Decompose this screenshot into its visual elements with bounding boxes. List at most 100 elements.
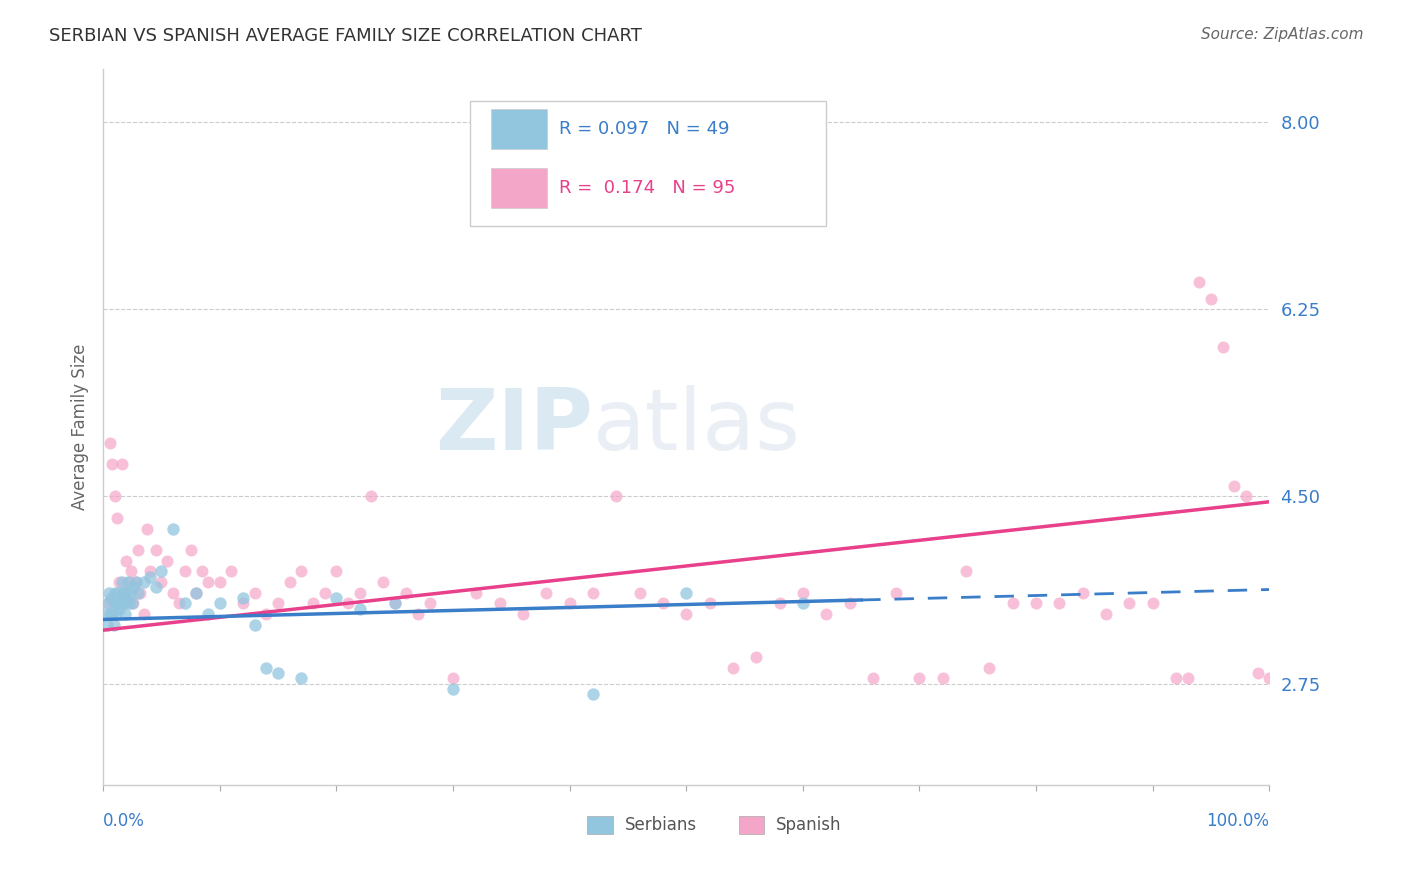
Point bbox=[97, 596, 120, 610]
Point bbox=[441, 681, 464, 696]
Point bbox=[979, 660, 1001, 674]
Point bbox=[441, 671, 464, 685]
Point bbox=[121, 596, 143, 610]
Point bbox=[675, 585, 697, 599]
FancyBboxPatch shape bbox=[471, 101, 827, 227]
Point bbox=[197, 574, 219, 589]
Point bbox=[139, 564, 162, 578]
Point bbox=[232, 596, 254, 610]
Point bbox=[267, 596, 290, 610]
Point bbox=[120, 564, 142, 578]
Point bbox=[162, 585, 184, 599]
Point bbox=[1118, 596, 1140, 610]
Point bbox=[125, 574, 148, 589]
Point bbox=[101, 607, 124, 621]
Point bbox=[1305, 671, 1327, 685]
Point bbox=[1142, 596, 1164, 610]
Point bbox=[115, 554, 138, 568]
Point bbox=[1270, 671, 1292, 685]
Point bbox=[1247, 665, 1270, 680]
Point bbox=[208, 574, 231, 589]
FancyBboxPatch shape bbox=[492, 169, 547, 208]
Point bbox=[1177, 671, 1199, 685]
Point bbox=[118, 574, 141, 589]
Point bbox=[1188, 276, 1211, 290]
Point bbox=[98, 436, 121, 450]
Point bbox=[197, 607, 219, 621]
Point bbox=[1199, 292, 1222, 306]
Point bbox=[186, 585, 208, 599]
Point bbox=[325, 591, 347, 605]
Point bbox=[108, 574, 131, 589]
Text: atlas: atlas bbox=[593, 385, 801, 468]
Point bbox=[675, 607, 697, 621]
Point bbox=[1001, 596, 1024, 610]
Point bbox=[122, 596, 145, 610]
Point bbox=[651, 596, 673, 610]
Point bbox=[105, 596, 128, 610]
Point bbox=[107, 585, 129, 599]
Point bbox=[232, 591, 254, 605]
Point bbox=[243, 617, 266, 632]
Point bbox=[465, 585, 488, 599]
Point bbox=[127, 543, 149, 558]
Point bbox=[1294, 479, 1316, 493]
Point bbox=[112, 585, 135, 599]
Point bbox=[582, 687, 605, 701]
Point bbox=[125, 574, 148, 589]
Point bbox=[1025, 596, 1047, 610]
Point bbox=[1340, 671, 1362, 685]
Point bbox=[1316, 671, 1339, 685]
Point bbox=[173, 564, 195, 578]
Point bbox=[302, 596, 325, 610]
Point bbox=[118, 596, 141, 610]
Point bbox=[162, 522, 184, 536]
Point bbox=[406, 607, 429, 621]
Point bbox=[582, 585, 605, 599]
Point bbox=[908, 671, 931, 685]
Y-axis label: Average Family Size: Average Family Size bbox=[72, 343, 89, 510]
Point bbox=[132, 574, 155, 589]
Point bbox=[1164, 671, 1187, 685]
Point bbox=[267, 665, 290, 680]
FancyBboxPatch shape bbox=[492, 110, 547, 149]
Point bbox=[114, 607, 136, 621]
Point bbox=[278, 574, 301, 589]
Point bbox=[792, 596, 814, 610]
Point bbox=[325, 564, 347, 578]
Point bbox=[932, 671, 955, 685]
Point bbox=[111, 574, 134, 589]
Point bbox=[111, 458, 134, 472]
Point bbox=[838, 596, 860, 610]
Point bbox=[97, 585, 120, 599]
Text: R =  0.174   N = 95: R = 0.174 N = 95 bbox=[560, 178, 735, 196]
Point bbox=[115, 591, 138, 605]
Point bbox=[360, 490, 382, 504]
Point bbox=[349, 601, 371, 615]
Point bbox=[536, 585, 558, 599]
Point bbox=[955, 564, 977, 578]
Point bbox=[180, 543, 202, 558]
Text: 100.0%: 100.0% bbox=[1206, 812, 1270, 830]
Point bbox=[395, 585, 418, 599]
Point bbox=[290, 564, 312, 578]
Point bbox=[94, 607, 117, 621]
Point bbox=[815, 607, 838, 621]
Point bbox=[104, 607, 127, 621]
Point bbox=[150, 574, 173, 589]
Point bbox=[745, 649, 768, 664]
Point bbox=[628, 585, 651, 599]
Text: 0.0%: 0.0% bbox=[103, 812, 145, 830]
Point bbox=[1212, 340, 1234, 354]
Point bbox=[105, 511, 128, 525]
Point bbox=[129, 585, 152, 599]
Point bbox=[115, 585, 138, 599]
Point bbox=[150, 564, 173, 578]
Point bbox=[349, 585, 371, 599]
Point bbox=[132, 607, 155, 621]
Point bbox=[167, 596, 190, 610]
Point bbox=[254, 607, 277, 621]
Point bbox=[792, 585, 814, 599]
Point bbox=[122, 580, 145, 594]
Point bbox=[1258, 671, 1281, 685]
